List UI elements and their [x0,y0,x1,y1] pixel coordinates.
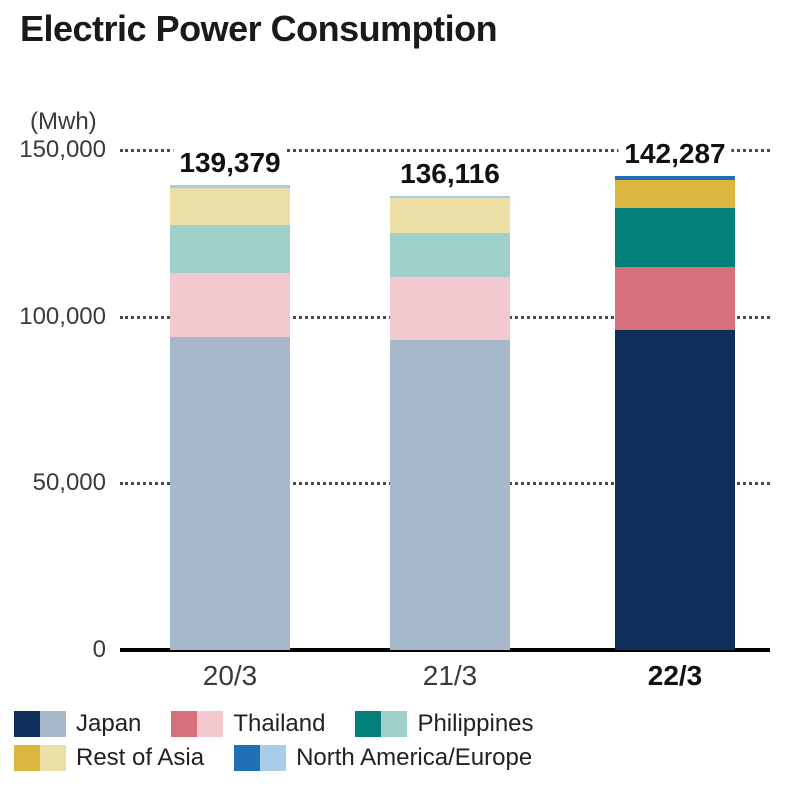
bar-group: 136,11621/3 [390,150,510,650]
chart-container: Electric Power Consumption (Mwh) 0 50,000… [0,0,800,800]
bar-segment-rest_asia [170,188,290,225]
y-tick-label: 150,000 [19,136,106,164]
legend-swatch [355,711,407,737]
legend-swatch [234,745,286,771]
bar-segment-na_eu [390,196,510,198]
y-tick-label: 0 [93,636,106,664]
bar-segment-na_eu [615,176,735,180]
legend-swatch [14,745,66,771]
legend-item-rest_asia: Rest of Asia [14,744,204,772]
bar-segment-philippines [615,208,735,266]
bar-segment-japan [170,337,290,650]
bar-segment-rest_asia [615,180,735,208]
legend-item-na_eu: North America/Europe [234,744,532,772]
legend-item-japan: Japan [14,710,141,738]
legend-swatch [171,711,223,737]
x-category-label: 21/3 [423,660,478,692]
bar-segment-thailand [615,267,735,330]
bar-segment-rest_asia [390,198,510,233]
bar-group: 142,28722/3 [615,150,735,650]
legend-label: Japan [76,710,141,738]
x-category-label: 20/3 [203,660,258,692]
bar-total-label: 136,116 [394,158,506,190]
legend-swatch [14,711,66,737]
bar-segment-na_eu [170,185,290,188]
legend-row: Japan Thailand Philippines [14,710,790,738]
bar-group: 139,37920/3 [170,150,290,650]
legend-label: Thailand [233,710,325,738]
bar-segment-japan [615,330,735,650]
legend-label: Rest of Asia [76,744,204,772]
legend: Japan Thailand Philippines Rest of Asia Nort… [14,710,790,778]
bar-segment-philippines [390,233,510,276]
bar-segment-thailand [390,277,510,340]
legend-item-philippines: Philippines [355,710,533,738]
legend-row: Rest of Asia North America/Europe [14,744,790,772]
legend-label: Philippines [417,710,533,738]
plot-area: 050,000100,000150,000139,37920/3136,1162… [120,150,770,650]
legend-item-thailand: Thailand [171,710,325,738]
bar-segment-thailand [170,273,290,336]
bar-total-label: 139,379 [173,147,286,179]
y-tick-label: 100,000 [19,303,106,331]
chart-title: Electric Power Consumption [20,8,497,50]
bar-segment-japan [390,340,510,650]
bar-segment-philippines [170,225,290,273]
y-axis-unit: (Mwh) [30,108,97,136]
legend-label: North America/Europe [296,744,532,772]
x-category-label: 22/3 [648,660,703,692]
y-tick-label: 50,000 [33,469,106,497]
bar-total-label: 142,287 [618,138,731,170]
